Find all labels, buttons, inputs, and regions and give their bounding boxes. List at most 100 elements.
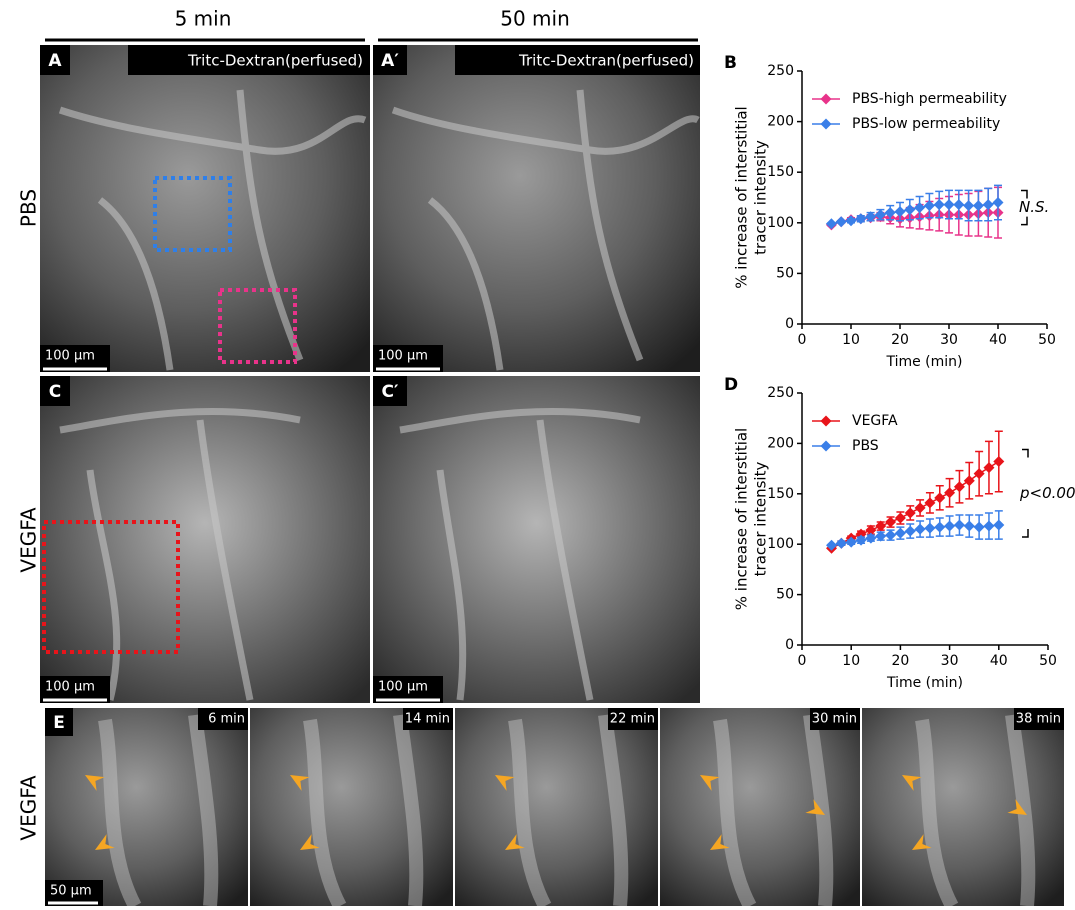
panel-letter: B: [724, 53, 737, 73]
marker: [944, 199, 955, 210]
panel-letter: E: [53, 713, 65, 733]
x-tick-label: 30: [940, 332, 958, 348]
panel-letter: C′: [382, 382, 399, 402]
row-label: PBS: [17, 189, 41, 227]
y-tick-label: 0: [785, 637, 794, 653]
figure: 5 min 50 min PBS VEGFA VEGFA A Tritc-Dex…: [0, 0, 1075, 906]
x-tick-label: 10: [842, 653, 860, 669]
marker: [953, 199, 964, 210]
marker: [885, 530, 896, 541]
row-label: VEGFA: [17, 507, 41, 572]
marker: [914, 202, 925, 213]
marker: [993, 197, 1004, 208]
legend-label: PBS: [852, 438, 879, 454]
legend-marker: [821, 119, 832, 130]
y-tick-label: 250: [767, 385, 794, 401]
micrograph: [40, 45, 370, 372]
micrograph: [373, 45, 700, 372]
marker: [855, 213, 866, 224]
marker: [993, 456, 1004, 467]
panel-letter: A: [48, 51, 62, 71]
marker: [846, 215, 857, 226]
row-label: VEGFA: [17, 775, 41, 840]
x-tick-label: 50: [1038, 332, 1056, 348]
time-label: 30 min: [812, 712, 857, 727]
marker: [836, 216, 847, 227]
marker: [934, 492, 945, 503]
marker: [954, 481, 965, 492]
column-header: 50 min: [500, 7, 570, 31]
marker: [895, 512, 906, 523]
scale-label: 100 µm: [45, 349, 95, 364]
panel-letter: C: [49, 382, 61, 402]
marker: [964, 475, 975, 486]
annotation: p<0.001: [1019, 484, 1075, 502]
marker: [915, 502, 926, 513]
x-axis-title: Time (min): [886, 675, 963, 691]
y-tick-label: 50: [776, 265, 794, 281]
y-tick-label: 100: [767, 536, 794, 552]
scale-label: 100 µm: [378, 680, 428, 695]
marker: [954, 520, 965, 531]
x-tick-label: 0: [798, 332, 807, 348]
panel-letter: D: [724, 375, 738, 395]
y-tick-label: 50: [776, 587, 794, 603]
marker: [983, 199, 994, 210]
marker: [983, 521, 994, 532]
x-tick-label: 0: [798, 653, 807, 669]
time-label: 6 min: [208, 712, 245, 727]
x-tick-label: 40: [990, 653, 1008, 669]
marker: [924, 497, 935, 508]
marker: [983, 462, 994, 473]
marker: [905, 507, 916, 518]
marker: [905, 526, 916, 537]
marker: [944, 521, 955, 532]
y-tick-label: 200: [767, 114, 794, 130]
y-axis-title: tracer intensity: [752, 462, 770, 577]
series-line: [832, 462, 999, 549]
x-tick-label: 20: [891, 332, 909, 348]
legend-label: PBS-low permeability: [852, 116, 1000, 132]
marker: [973, 200, 984, 211]
marker: [915, 524, 926, 535]
scale-label: 100 µm: [378, 349, 428, 364]
x-tick-label: 40: [989, 332, 1007, 348]
scale-label: 50 µm: [50, 884, 92, 899]
legend-label: PBS-high permeability: [852, 91, 1007, 107]
time-label: 14 min: [405, 712, 450, 727]
y-tick-label: 250: [767, 63, 794, 79]
x-tick-label: 10: [842, 332, 860, 348]
y-tick-label: 100: [767, 215, 794, 231]
marker: [934, 199, 945, 210]
marker: [974, 522, 985, 533]
y-axis-title: % increase of interstitial: [733, 428, 751, 610]
legend-marker: [821, 94, 832, 105]
y-tick-label: 150: [767, 486, 794, 502]
marker: [826, 218, 837, 229]
y-tick-label: 150: [767, 164, 794, 180]
x-tick-label: 30: [941, 653, 959, 669]
marker: [993, 520, 1004, 531]
y-tick-label: 0: [785, 316, 794, 332]
y-axis-title: tracer intensity: [752, 140, 770, 255]
marker: [895, 206, 906, 217]
scale-label: 100 µm: [45, 680, 95, 695]
panel-letter: A′: [381, 51, 399, 71]
legend-marker: [821, 416, 832, 427]
marker: [924, 523, 935, 534]
annotation: N.S.: [1019, 198, 1049, 216]
marker: [964, 521, 975, 532]
x-axis-title: Time (min): [885, 354, 962, 370]
x-tick-label: 50: [1039, 653, 1057, 669]
marker: [895, 528, 906, 539]
legend-label: VEGFA: [852, 413, 898, 429]
time-label: 38 min: [1016, 712, 1061, 727]
marker: [836, 538, 847, 549]
marker: [944, 487, 955, 498]
legend-marker: [821, 441, 832, 452]
column-header: 5 min: [175, 7, 232, 31]
stain-label: Tritc-Dextran(perfused): [518, 52, 694, 70]
time-label: 22 min: [610, 712, 655, 727]
marker: [963, 200, 974, 211]
marker: [934, 522, 945, 533]
